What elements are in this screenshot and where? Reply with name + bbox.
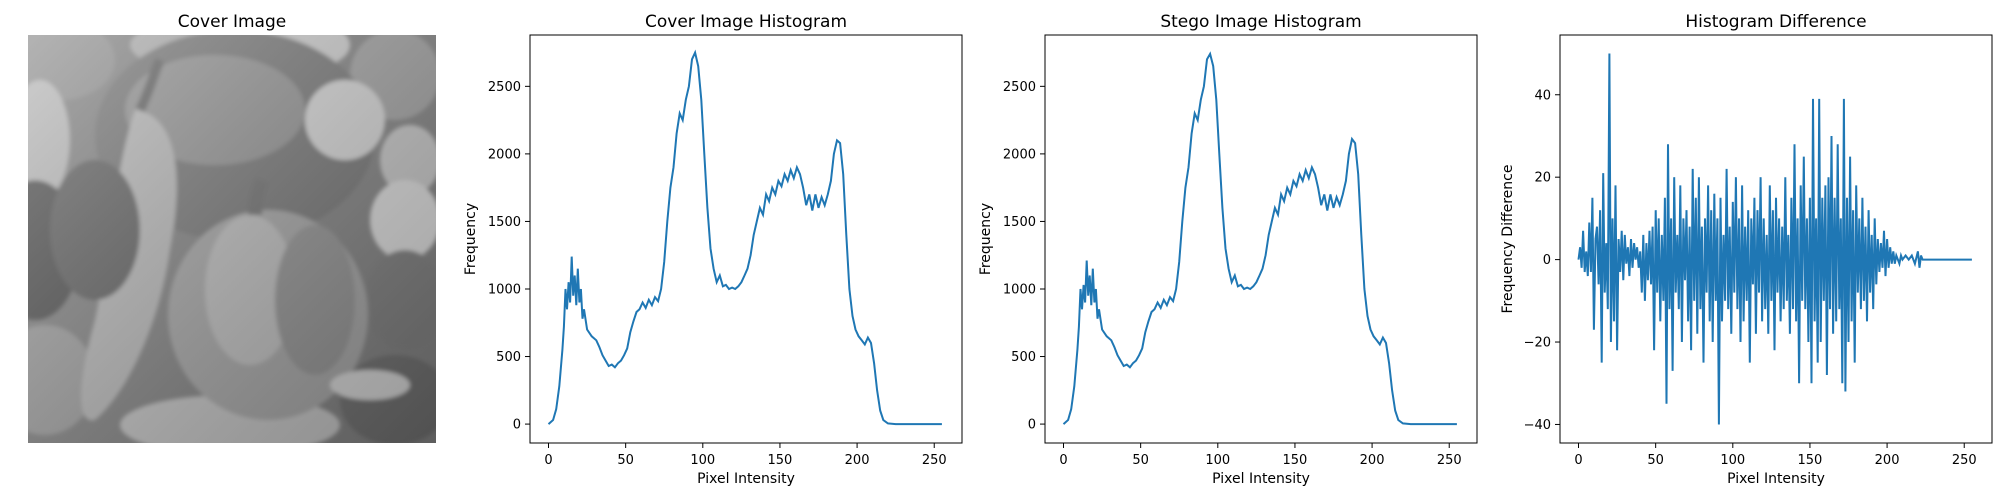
difference-xtick-label: 0 [1574, 453, 1582, 468]
stego-histogram-panel: Stego Image Histogram 0 50 100 150 200 250050… [978, 12, 1478, 487]
difference-title: Histogram Difference [1685, 12, 1866, 32]
cover-histogram-ytick-label: 0 [513, 418, 521, 433]
cover-histogram-ytick-label: 1500 [488, 215, 521, 230]
difference-xtick-label: 100 [1720, 453, 1745, 468]
cover-histogram-ytick-label: 500 [496, 350, 521, 365]
difference-ylabel: Frequency Difference [1500, 165, 1516, 314]
stego-histogram-xlabel: Pixel Intensity [1212, 471, 1310, 487]
stego-histogram-xtick-label: 200 [1360, 453, 1385, 468]
cover-histogram-xtick-label: 150 [768, 453, 793, 468]
difference-ytick-label: 40 [1534, 88, 1551, 103]
cover-histogram-xtick-label: 50 [617, 453, 634, 468]
cover-histogram-xtick-label: 100 [690, 453, 715, 468]
cover-histogram-xtick-label: 0 [544, 453, 552, 468]
stego-histogram-ylabel: Frequency [978, 203, 994, 275]
stego-histogram-ytick-label: 0 [1028, 418, 1036, 433]
cover-histogram-xlabel: Pixel Intensity [697, 471, 795, 487]
cover-histogram-ylabel: Frequency [463, 203, 479, 275]
stego-histogram-axes [1044, 34, 1478, 444]
stego-histogram-xtick-label: 250 [1437, 453, 1462, 468]
difference-xtick-label: 200 [1875, 453, 1900, 468]
difference-panel: Histogram Difference 0 50 100 150 200 250−40−… [1500, 12, 1993, 487]
difference-ytick-label: 20 [1534, 171, 1551, 186]
difference-xtick-label: 250 [1952, 453, 1977, 468]
cover-histogram-axes [529, 34, 963, 444]
difference-ytick-label: −40 [1524, 418, 1551, 433]
cover-image-title: Cover Image [178, 12, 286, 32]
difference-ytick-label: −20 [1524, 336, 1551, 351]
cover-histogram-title: Cover Image Histogram [645, 12, 847, 32]
cover-histogram-ytick-label: 1000 [488, 282, 521, 297]
cover-histogram-ytick-label: 2000 [488, 147, 521, 162]
difference-xtick-label: 50 [1647, 453, 1664, 468]
stego-histogram-ytick-label: 1500 [1003, 215, 1036, 230]
stego-histogram-xtick-label: 50 [1132, 453, 1149, 468]
stego-histogram-ytick-label: 2500 [1003, 80, 1036, 95]
cover-histogram-xtick-label: 250 [922, 453, 947, 468]
stego-histogram-title: Stego Image Histogram [1160, 12, 1361, 32]
difference-xlabel: Pixel Intensity [1727, 471, 1825, 487]
cover-histogram-panel: Cover Image Histogram 0 50 100 150 200 250050… [463, 12, 963, 487]
cover-histogram-ytick-label: 2500 [488, 80, 521, 95]
cover-image-panel: Cover Image [28, 12, 436, 443]
difference-ticks: 0 50 100 150 200 250 −40 −20 0 20 40 [1524, 88, 1977, 468]
difference-ytick-label: 0 [1543, 253, 1551, 268]
cover-image [28, 35, 436, 443]
cover-histogram-line [547, 49, 942, 426]
stego-histogram-ytick-label: 1000 [1003, 282, 1036, 297]
stego-histogram-xtick-label: 100 [1205, 453, 1230, 468]
difference-line [1577, 53, 1972, 425]
stego-histogram-ytick-label: 2000 [1003, 147, 1036, 162]
stego-histogram-line [1062, 51, 1457, 426]
difference-axes [1559, 34, 1993, 444]
stego-histogram-xtick-label: 0 [1059, 453, 1067, 468]
stego-histogram-ytick-label: 500 [1011, 350, 1036, 365]
cover-histogram-xtick-label: 200 [845, 453, 870, 468]
difference-xtick-label: 150 [1798, 453, 1823, 468]
stego-histogram-xtick-label: 150 [1283, 453, 1308, 468]
